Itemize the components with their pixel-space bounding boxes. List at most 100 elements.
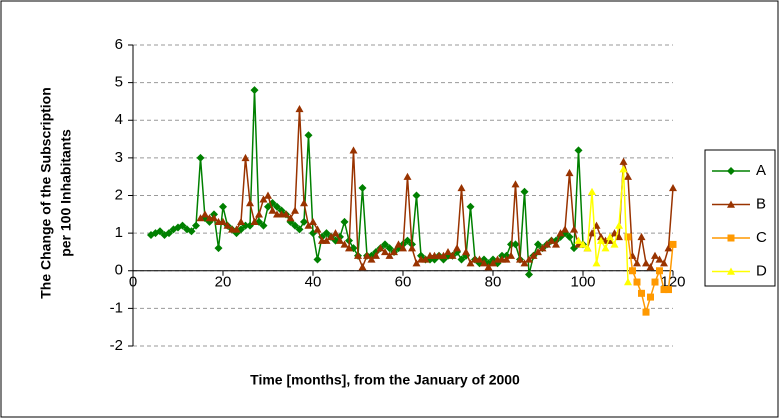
marker (660, 286, 668, 294)
marker (313, 255, 322, 264)
marker (214, 244, 223, 253)
marker (642, 259, 650, 267)
marker (300, 199, 308, 207)
x-tick-label: 80 (485, 274, 502, 291)
marker (475, 255, 484, 263)
legend-label: C (756, 229, 767, 246)
marker (556, 229, 565, 237)
marker (259, 195, 268, 203)
marker (223, 221, 232, 229)
marker (480, 259, 488, 267)
y-tick-label: -1 (110, 299, 123, 316)
marker (669, 240, 677, 248)
marker (583, 244, 592, 252)
marker (655, 255, 664, 263)
marker (615, 232, 623, 241)
marker (273, 202, 281, 211)
marker (629, 267, 636, 275)
marker (237, 217, 245, 226)
marker (534, 247, 542, 256)
marker (363, 251, 371, 259)
marker (192, 221, 200, 230)
marker (210, 214, 218, 222)
marker (399, 244, 407, 252)
marker (651, 278, 659, 286)
marker (574, 146, 583, 155)
marker (664, 244, 673, 252)
marker (322, 236, 331, 244)
marker (327, 232, 335, 241)
x-axis-label: Time [months], from the January of 2000 (250, 372, 520, 388)
marker (448, 251, 457, 259)
marker (300, 217, 308, 226)
marker (264, 191, 272, 199)
y-tick-label: 4 (115, 111, 123, 128)
marker (291, 221, 299, 230)
marker (336, 236, 344, 244)
marker (295, 225, 304, 234)
marker (597, 236, 605, 244)
marker (412, 259, 421, 267)
marker (574, 236, 583, 244)
marker (309, 217, 317, 226)
marker (615, 221, 623, 229)
legend-box (704, 149, 776, 287)
marker (444, 247, 452, 256)
marker (331, 229, 340, 237)
marker (250, 217, 259, 226)
marker (304, 221, 313, 229)
marker (385, 244, 394, 253)
marker (219, 202, 227, 211)
marker (349, 146, 358, 154)
legend-label: A (756, 162, 766, 179)
marker (187, 227, 196, 236)
y-tick-label: 1 (115, 224, 123, 241)
marker (633, 259, 641, 267)
marker (394, 240, 403, 248)
marker (647, 293, 654, 301)
marker (250, 86, 259, 95)
marker (624, 233, 632, 241)
x-tick-label: 0 (129, 274, 137, 291)
marker (637, 232, 646, 241)
marker (390, 247, 398, 256)
marker (601, 244, 610, 252)
marker (313, 225, 322, 233)
legend-label: D (756, 262, 767, 279)
marker (529, 251, 538, 259)
marker (376, 244, 385, 252)
x-tick-label: 100 (570, 274, 595, 291)
marker (665, 286, 672, 294)
marker (565, 168, 574, 177)
marker (565, 232, 574, 241)
marker (255, 210, 263, 218)
marker (656, 267, 663, 275)
legend-marker (727, 234, 735, 242)
marker (561, 225, 569, 233)
marker (646, 262, 655, 271)
marker (484, 262, 493, 271)
y-tick-label: 0 (115, 262, 123, 279)
marker (219, 217, 227, 226)
marker (381, 240, 389, 249)
y-axis-label: The Change of the Subscription (38, 87, 54, 299)
marker (246, 199, 254, 207)
marker (579, 240, 587, 248)
marker (241, 153, 250, 162)
marker (358, 262, 367, 271)
marker (403, 172, 412, 180)
marker (457, 183, 466, 192)
y-tick-label: 6 (115, 36, 123, 53)
legend-marker (727, 167, 735, 175)
marker (520, 187, 529, 196)
marker (466, 202, 475, 211)
marker (588, 187, 596, 195)
y-axis-label: per 100 Inhabitants (58, 129, 74, 257)
legend-marker (727, 200, 735, 208)
marker (633, 278, 641, 286)
marker (638, 289, 645, 297)
marker (196, 214, 205, 222)
marker (196, 153, 205, 162)
marker (489, 259, 497, 267)
